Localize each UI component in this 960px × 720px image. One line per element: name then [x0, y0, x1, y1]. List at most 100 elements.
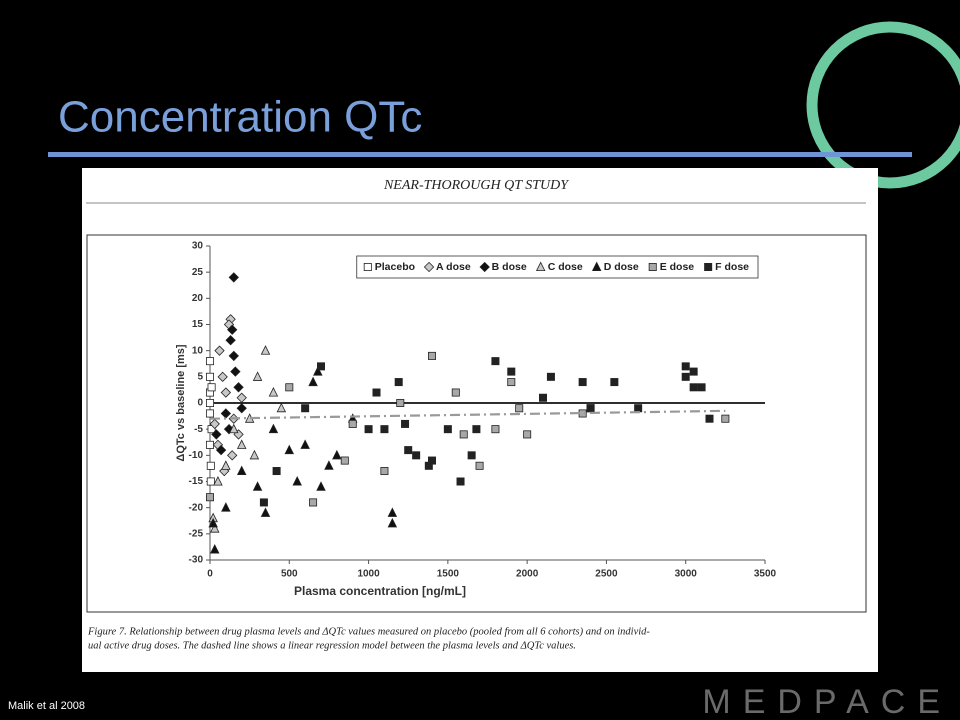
point [316, 362, 325, 371]
y-tick-label: 25 [192, 267, 204, 278]
point [210, 544, 220, 554]
point [412, 451, 421, 460]
point [236, 403, 247, 414]
point [539, 393, 548, 402]
point [233, 382, 244, 393]
legend-label: B dose [492, 261, 527, 273]
point [260, 507, 271, 517]
point [316, 481, 326, 491]
point [491, 357, 500, 366]
point [208, 517, 218, 528]
point [259, 498, 268, 507]
y-tick-label: 30 [192, 241, 204, 252]
point [610, 378, 619, 387]
point [205, 440, 214, 449]
x-tick-label: 1500 [437, 569, 460, 580]
legend-label: A dose [436, 261, 471, 273]
point [427, 456, 436, 465]
point [301, 404, 310, 413]
point [284, 444, 295, 455]
point [211, 429, 222, 440]
point [380, 467, 389, 476]
y-tick-label: -25 [189, 528, 204, 539]
point [721, 414, 730, 423]
point [229, 423, 239, 434]
point [472, 425, 481, 434]
point [228, 272, 239, 283]
point [404, 446, 413, 455]
point [364, 425, 373, 434]
point [236, 392, 247, 403]
point [205, 493, 214, 502]
point [634, 404, 643, 413]
point [396, 398, 405, 407]
point [401, 419, 410, 428]
point [213, 476, 223, 486]
point [207, 383, 216, 392]
point [292, 476, 302, 486]
point [387, 507, 398, 517]
point [459, 430, 468, 439]
caption-line: Figure 7. Relationship between drug plas… [87, 626, 650, 637]
y-axis-label: ΔQTc vs baseline [ms] [175, 344, 187, 461]
legend-marker [363, 263, 372, 271]
point [228, 350, 239, 362]
point [227, 450, 238, 461]
point [217, 371, 228, 382]
point [276, 402, 287, 413]
point [225, 335, 236, 346]
point [689, 383, 698, 392]
point [285, 383, 294, 392]
point [427, 351, 436, 360]
point [227, 324, 238, 335]
point [236, 465, 247, 476]
point [249, 449, 260, 460]
decor-ring [806, 21, 960, 189]
point [205, 372, 214, 381]
point [308, 376, 318, 387]
point [456, 477, 465, 486]
point [220, 387, 232, 398]
x-tick-label: 1000 [357, 569, 380, 580]
y-tick-label: 10 [192, 345, 204, 356]
logo: MEDPACE [702, 683, 952, 720]
point [268, 387, 279, 397]
point [221, 502, 231, 512]
x-tick-label: 3000 [675, 569, 698, 580]
x-tick-label: 0 [207, 569, 213, 580]
point [697, 383, 706, 392]
point [230, 366, 241, 377]
point [300, 439, 310, 449]
y-tick-label: 0 [197, 398, 203, 409]
point [681, 362, 690, 371]
citation: Malik et al 2008 [8, 700, 85, 712]
y-tick-label: -30 [189, 555, 204, 566]
x-tick-label: 2000 [516, 569, 539, 580]
y-tick-label: -15 [189, 476, 204, 487]
point [681, 372, 690, 381]
point [205, 357, 214, 366]
y-tick-label: -20 [189, 502, 204, 513]
point [394, 378, 403, 387]
x-tick-label: 2500 [595, 569, 618, 580]
y-tick-label: 15 [192, 319, 204, 330]
point [214, 345, 225, 356]
point [252, 481, 263, 491]
caption-line: ual active drug doses. The dashed line s… [88, 640, 576, 651]
legend-marker [648, 263, 657, 271]
x-tick-label: 500 [281, 569, 298, 580]
point [205, 409, 214, 418]
point [340, 456, 349, 465]
point [260, 345, 271, 355]
y-tick-label: 20 [192, 293, 204, 304]
point [268, 423, 279, 434]
point [507, 367, 516, 376]
point [467, 451, 476, 460]
point [206, 461, 215, 470]
point [546, 372, 555, 381]
point [252, 371, 263, 381]
point [387, 517, 398, 528]
legend-marker [535, 261, 546, 271]
